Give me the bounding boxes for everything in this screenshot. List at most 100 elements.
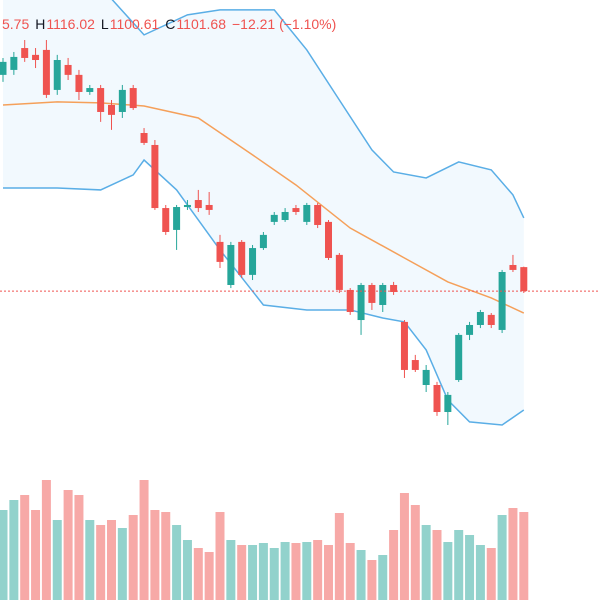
candle-body bbox=[368, 284, 376, 303]
legend-value: 1101.68 bbox=[176, 16, 226, 32]
legend-label: H bbox=[35, 16, 46, 32]
legend-label: L bbox=[100, 16, 109, 32]
volume-bar bbox=[182, 540, 192, 600]
volume-bar bbox=[334, 513, 344, 600]
band-line bbox=[3, 158, 525, 426]
legend-value: −12.21 (−1.10%) bbox=[231, 16, 337, 32]
volume-bar bbox=[465, 535, 475, 600]
candle-body bbox=[108, 104, 115, 115]
volume-bar bbox=[128, 515, 138, 600]
candle-body bbox=[466, 324, 474, 335]
legend-item: −12.21 (−1.10%) bbox=[232, 16, 336, 32]
legend-item: 5.75 bbox=[2, 16, 29, 32]
volume-bar bbox=[443, 542, 453, 600]
volume-bar bbox=[519, 512, 529, 600]
legend-label: C bbox=[165, 16, 176, 32]
legend-item: C 1101.68 bbox=[165, 16, 226, 32]
volume-bar bbox=[497, 515, 507, 600]
volume-bar bbox=[475, 545, 485, 600]
candle-body bbox=[238, 241, 246, 275]
candle-body bbox=[314, 204, 322, 225]
candle-body bbox=[75, 74, 83, 92]
volume-bar bbox=[302, 542, 312, 600]
candle-body bbox=[303, 204, 311, 222]
candle-body bbox=[183, 204, 191, 208]
candle-body bbox=[194, 200, 202, 209]
candle-body bbox=[162, 208, 170, 232]
volume-bar bbox=[204, 552, 214, 600]
candle-body bbox=[216, 241, 224, 262]
candle-body bbox=[151, 144, 159, 209]
volume-bar bbox=[41, 480, 51, 600]
candle-body bbox=[476, 311, 484, 325]
volume-bar bbox=[226, 540, 236, 600]
candle-body bbox=[21, 48, 29, 58]
volume-bar bbox=[345, 543, 355, 600]
candle-body bbox=[455, 334, 463, 381]
volume-bar bbox=[421, 525, 431, 600]
candle-body bbox=[444, 394, 452, 413]
candle-body bbox=[292, 208, 300, 212]
candle-body bbox=[118, 89, 126, 112]
candle-body bbox=[270, 214, 278, 222]
volume-bar bbox=[172, 525, 182, 600]
volume-bar bbox=[193, 548, 203, 600]
volume-bar bbox=[378, 555, 388, 600]
volume-bar bbox=[486, 548, 496, 600]
volume-bar bbox=[410, 505, 420, 600]
volume-bar bbox=[356, 550, 366, 600]
ohlc-legend: 5.75 H 1116.02 L 1100.61 C 1101.68 −12.21 (−1.1… bbox=[2, 16, 336, 32]
volume-bar bbox=[63, 490, 73, 600]
candle-body bbox=[140, 133, 148, 143]
volume-bar bbox=[454, 530, 464, 600]
volume-bar bbox=[324, 545, 333, 600]
candle-body bbox=[173, 207, 181, 230]
volume-bar bbox=[432, 530, 442, 600]
candle-body bbox=[335, 254, 343, 290]
volume-bar bbox=[74, 495, 84, 600]
volume-bar bbox=[20, 495, 30, 600]
candle-body bbox=[42, 49, 50, 95]
volume-bar bbox=[508, 508, 518, 600]
volume-bar bbox=[52, 520, 62, 600]
candle-body bbox=[97, 88, 105, 112]
candle-body bbox=[357, 284, 365, 321]
band-line bbox=[2, 101, 525, 314]
volume-bar bbox=[31, 510, 41, 600]
legend-value: 1100.61 bbox=[109, 16, 160, 32]
legend-item: H 1116.02 bbox=[35, 16, 95, 32]
volume-bar bbox=[291, 543, 301, 600]
volume-bar bbox=[399, 493, 409, 600]
volume-bar bbox=[117, 528, 127, 600]
volume-bar bbox=[269, 548, 279, 600]
volume-bar bbox=[280, 542, 290, 600]
volume-bar bbox=[9, 500, 19, 600]
candle-body bbox=[509, 264, 517, 270]
band-fill bbox=[3, 0, 524, 425]
candle-body bbox=[325, 221, 332, 258]
volume-bar bbox=[313, 540, 323, 600]
candle-body bbox=[520, 267, 528, 292]
price-pane bbox=[0, 0, 600, 426]
legend-item: L 1100.61 bbox=[101, 16, 159, 32]
volume-bar bbox=[389, 530, 399, 600]
candle-body bbox=[487, 314, 495, 325]
volume-bar bbox=[248, 545, 258, 600]
legend-value: 5.75 bbox=[2, 16, 30, 32]
candle-body bbox=[346, 289, 354, 312]
candle-body bbox=[249, 248, 257, 275]
volume-bar bbox=[237, 545, 247, 600]
candle-body bbox=[281, 211, 289, 221]
volume-bar bbox=[258, 543, 268, 600]
volume-bar bbox=[367, 560, 377, 600]
volume-bar bbox=[139, 480, 149, 600]
candle-body bbox=[422, 369, 430, 385]
candle-body bbox=[205, 204, 213, 210]
volume-bar bbox=[96, 525, 106, 600]
candle-body bbox=[129, 88, 137, 109]
candle-body bbox=[379, 284, 387, 305]
volume-bar bbox=[161, 512, 171, 600]
candle-body bbox=[32, 54, 40, 61]
